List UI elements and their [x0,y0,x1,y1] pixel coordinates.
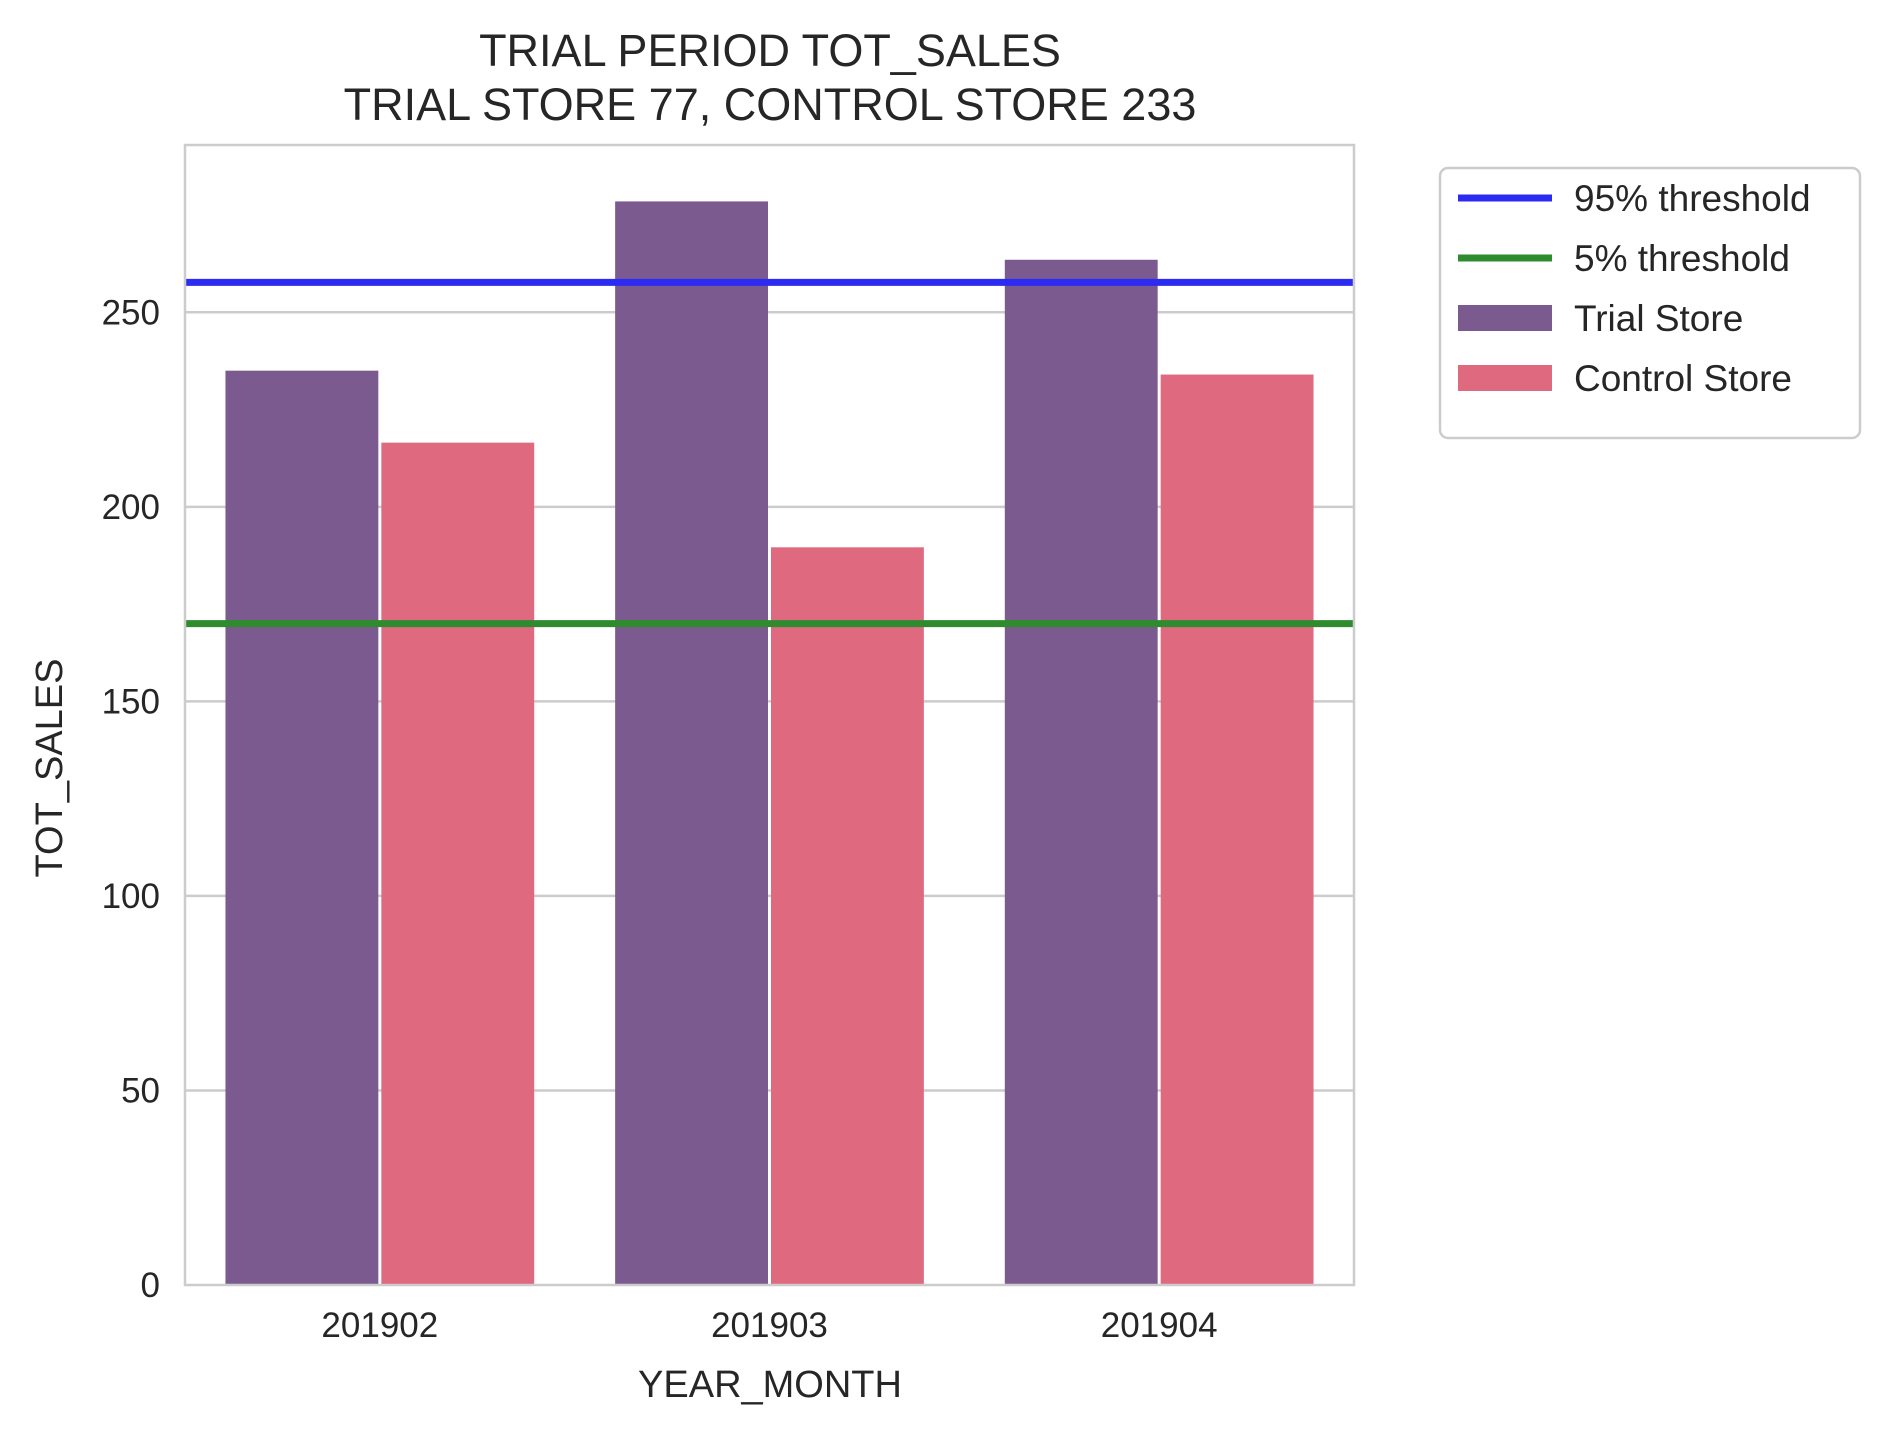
y-axis-label: TOT_SALES [29,659,71,878]
bar-trial-store [1004,259,1158,1285]
bars [225,201,1314,1286]
chart-subtitle: TRIAL STORE 77, CONTROL STORE 233 [344,79,1197,130]
legend-patch-marker [1458,305,1552,331]
y-tick-label: 0 [141,1266,160,1305]
chart-title: TRIAL PERIOD TOT_SALES [479,25,1061,76]
legend-label: 95% threshold [1574,178,1811,219]
legend-label: Control Store [1574,358,1792,399]
bar-control-store [771,547,924,1285]
bar-control-store [1160,374,1314,1286]
y-tick-label: 250 [102,293,160,332]
y-tick-label: 200 [102,488,160,527]
legend: 95% threshold 5% threshold Trial Store Cont… [1438,166,1862,440]
plot-frame [183,143,1356,1287]
bar-trial-store [615,201,768,1285]
legend-patch-marker [1458,365,1552,391]
bar-control-store [381,442,535,1286]
legend-label: 5% threshold [1574,238,1790,279]
x-axis-ticks: 201902 201903 201904 [321,1306,1217,1345]
legend-label: Trial Store [1574,298,1743,339]
threshold-lines [185,278,1354,628]
y-tick-label: 100 [102,877,160,916]
x-tick-label: 201902 [321,1306,438,1345]
y-tick-label: 50 [121,1071,160,1110]
gridlines [185,311,1354,1092]
bar-trial-store [225,370,379,1285]
y-axis-ticks: 0 50 100 150 200 250 [102,293,160,1305]
y-tick-label: 150 [102,682,160,721]
x-axis-label: YEAR_MONTH [638,1364,902,1406]
x-tick-label: 201903 [711,1306,828,1345]
x-tick-label: 201904 [1101,1306,1218,1345]
